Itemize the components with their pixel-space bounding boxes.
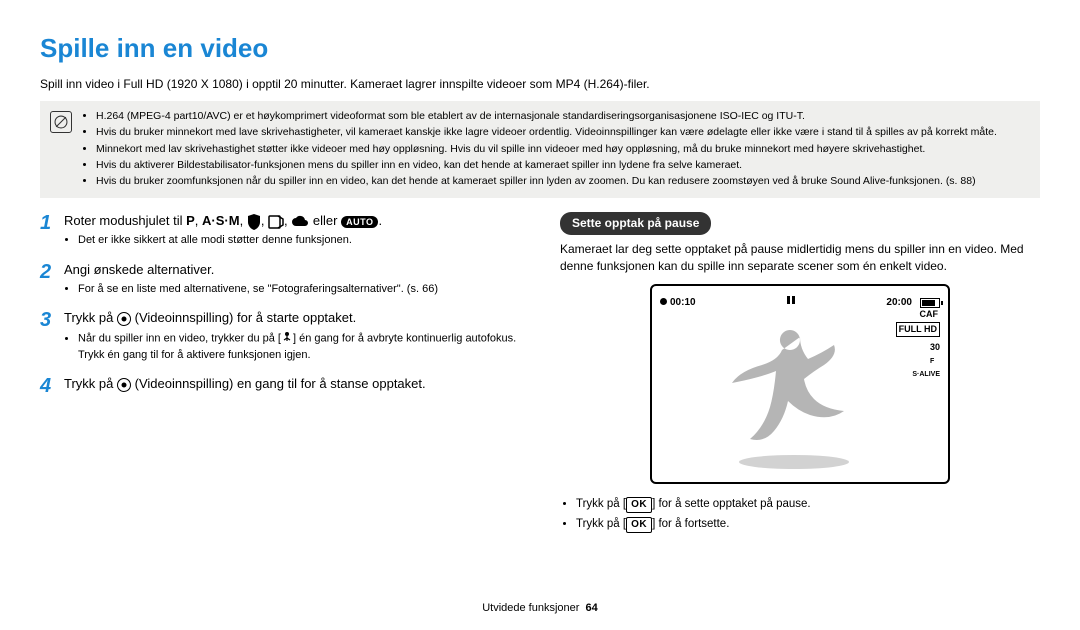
step-sub: For å se en liste med alternativene, se …: [78, 282, 520, 297]
caf-label: CAF: [920, 308, 939, 321]
step-title: Angi ønskede alternativer.: [64, 261, 520, 279]
step-1: 1 Roter modushjulet til P, A·S·M, , , el…: [40, 212, 520, 251]
mode-asm-icon: A·S·M: [202, 213, 240, 228]
mode-p-icon: P: [186, 213, 195, 228]
page-title: Spille inn en video: [40, 30, 1040, 66]
ok-key-icon: OK: [626, 517, 652, 533]
mode-wifi-icon: [291, 215, 309, 229]
note-box: H.264 (MPEG-4 part10/AVC) er et høykompr…: [40, 101, 1040, 198]
record-button-icon: [117, 378, 131, 392]
note-icon: [50, 111, 72, 133]
step-sub: Når du spiller inn en video, trykker du …: [78, 330, 520, 363]
remaining-time: 20:00: [886, 296, 912, 310]
note-item: Hvis du bruker minnekort med lave skrive…: [96, 125, 997, 139]
footer: Utvidede funksjoner 64: [0, 601, 1080, 616]
step-number: 3: [40, 306, 64, 365]
mode-smart-icon: [247, 214, 261, 230]
section-text: Kameraet lar deg sette opptaket på pause…: [560, 241, 1040, 275]
step-2: 2 Angi ønskede alternativer. For å se en…: [40, 261, 520, 300]
step-3: 3 Trykk på (Videoinnspilling) for å star…: [40, 309, 520, 365]
note-item: H.264 (MPEG-4 part10/AVC) er et høykompr…: [96, 109, 997, 123]
right-column: Sette opptak på pause Kameraet lar deg s…: [560, 212, 1040, 536]
mode-magic-icon: [268, 214, 284, 230]
step-sub: Det er ikke sikkert at alle modi støtter…: [78, 233, 520, 248]
salive-label: S·ALIVE: [912, 370, 940, 380]
tip-list: Trykk på [OK] for å sette opptaket på pa…: [560, 496, 1040, 533]
step-4: 4 Trykk på (Videoinnspilling) en gang ti…: [40, 375, 520, 400]
step-number: 1: [40, 209, 64, 251]
tip-item: Trykk på [OK] for å fortsette.: [576, 516, 1040, 533]
rec-time: 00:10: [660, 296, 696, 310]
skater-illustration: [712, 322, 882, 472]
pause-icon: [785, 294, 797, 311]
intro-text: Spill inn video i Full HD (1920 X 1080) …: [40, 76, 1040, 93]
battery-icon: [920, 298, 940, 308]
left-column: 1 Roter modushjulet til P, A·S·M, , , el…: [40, 212, 520, 536]
tip-item: Trykk på [OK] for å sette opptaket på pa…: [576, 496, 1040, 513]
lcd-preview: 00:10 20:00 CAF FULL HD 30F S·ALIVE: [650, 284, 950, 484]
resolution-label: FULL HD: [896, 322, 940, 337]
note-item: Hvis du bruker zoomfunksjonen når du spi…: [96, 174, 997, 188]
note-item: Minnekort med lav skrivehastighet støtte…: [96, 142, 997, 156]
step-title: Trykk på (Videoinnspilling) for å starte…: [64, 309, 520, 327]
ok-key-icon: OK: [626, 497, 652, 513]
record-button-icon: [117, 312, 131, 326]
step-number: 4: [40, 372, 64, 400]
step-number: 2: [40, 258, 64, 300]
fps-label: 30F: [930, 341, 940, 366]
step-title: Roter modushjulet til P, A·S·M, , , elle…: [64, 212, 520, 230]
step-title: Trykk på (Videoinnspilling) en gang til …: [64, 375, 520, 393]
mode-auto-icon: AUTO: [341, 216, 378, 228]
section-heading: Sette opptak på pause: [560, 212, 711, 235]
note-item: Hvis du aktiverer Bildestabilisator-funk…: [96, 158, 997, 172]
page-number: 64: [586, 602, 598, 614]
macro-icon: [281, 330, 293, 347]
note-list: H.264 (MPEG-4 part10/AVC) er et høykompr…: [82, 109, 997, 190]
footer-label: Utvidede funksjoner: [482, 602, 579, 614]
